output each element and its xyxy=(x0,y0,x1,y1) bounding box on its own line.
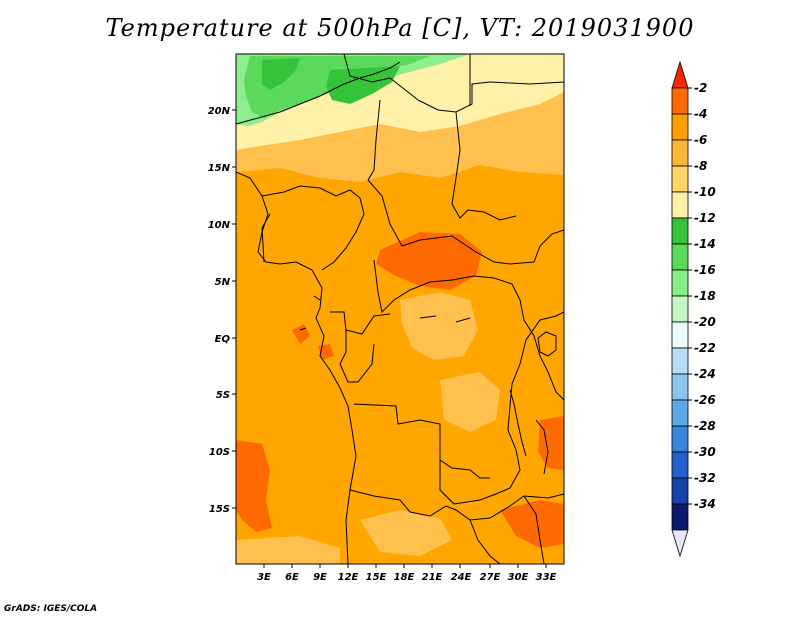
lon-label: 9E xyxy=(313,572,327,583)
lat-label: 5S xyxy=(216,390,230,401)
field-cool-patch-2 xyxy=(440,372,500,432)
lon-label: 21E xyxy=(422,572,443,583)
colorbar-segment xyxy=(671,399,689,427)
lat-label: EQ xyxy=(215,334,231,345)
lon-labels: 3E 6E 9E 12E 15E 18E 21E 24E 27E 30E 33E xyxy=(257,572,556,583)
lon-label: 18E xyxy=(394,572,415,583)
field-warm-patch-4 xyxy=(500,500,564,548)
colorbar-segment xyxy=(671,347,689,375)
field-cool-patch-3 xyxy=(360,510,452,556)
colorbar-label: -10 xyxy=(694,185,716,199)
lon-label: 27E xyxy=(480,572,501,583)
lat-axis xyxy=(232,109,236,509)
colorbar-label: -22 xyxy=(694,341,716,355)
field-cool-patch-1 xyxy=(400,292,478,360)
colorbar-label: -4 xyxy=(694,107,707,121)
colorbar-segment xyxy=(671,87,689,115)
field-band-minus16 xyxy=(262,58,400,104)
colorbar-label: -6 xyxy=(694,133,707,147)
field-cool-patch-4 xyxy=(236,536,340,564)
colorbar-label: -30 xyxy=(694,445,716,459)
lon-label: 24E xyxy=(451,572,472,583)
colorbar-label: -24 xyxy=(694,367,716,381)
colorbar-segment xyxy=(671,503,689,531)
colorbar-label: -14 xyxy=(694,237,716,251)
map-title: Temperature at 500hPa [C], VT: 201903190… xyxy=(105,14,695,42)
lat-label: 20N xyxy=(208,106,231,117)
lat-labels: 20N 15N 10N 5N EQ 5S 10S 15S xyxy=(208,106,231,515)
colorbar-segment xyxy=(671,165,689,193)
colorbar-segment xyxy=(671,425,689,453)
field-warm-patch-2 xyxy=(236,440,272,532)
colorbar-segment xyxy=(671,321,689,349)
colorbar-label: -26 xyxy=(694,393,716,407)
colorbar-label: -32 xyxy=(694,471,716,485)
lon-label: 3E xyxy=(257,572,271,583)
colorbar-label: -28 xyxy=(694,419,716,433)
field-warm-patch-3 xyxy=(538,416,564,470)
colorbar-segment xyxy=(671,373,689,401)
lon-label: 12E xyxy=(338,572,359,583)
colorbar-arrow-bottom xyxy=(671,529,689,558)
grads-credit: GrADS: IGES/COLA xyxy=(4,604,98,614)
lon-label: 30E xyxy=(508,572,529,583)
lon-label: 6E xyxy=(285,572,299,583)
colorbar-label: -2 xyxy=(694,81,707,95)
lon-label: 15E xyxy=(366,572,387,583)
colorbar-label: -20 xyxy=(694,315,716,329)
colorbar-label: -18 xyxy=(694,289,716,303)
colorbar-label: -34 xyxy=(694,497,716,511)
colorbar-segment xyxy=(671,191,689,219)
colorbar-arrow-top xyxy=(671,60,689,89)
lat-label: 10N xyxy=(208,220,231,231)
colorbar-segment xyxy=(671,243,689,271)
colorbar-label: -8 xyxy=(694,159,707,173)
lat-label: 15N xyxy=(208,163,231,174)
colorbar-segment xyxy=(671,217,689,245)
field-warm-patch-5 xyxy=(292,324,334,360)
colorbar-segment xyxy=(671,477,689,505)
colorbar-label: -16 xyxy=(694,263,716,277)
map-plot-area xyxy=(236,54,564,564)
lon-axis xyxy=(263,564,547,568)
plot-frame xyxy=(235,53,565,565)
colorbar-segment xyxy=(671,451,689,479)
colorbar-segment xyxy=(671,295,689,323)
map-borders xyxy=(236,54,564,564)
colorbar-segment xyxy=(671,113,689,141)
colorbar-segment xyxy=(671,269,689,297)
colorbar: -2 -4 -6 -8 -10 -12 -14 -16 -18 -20 -22 -24 -26 -28 -3… xyxy=(671,60,716,558)
lat-label: 10S xyxy=(209,447,230,458)
colorbar-segment xyxy=(671,139,689,167)
colorbar-label: -12 xyxy=(694,211,716,225)
lat-label: 5N xyxy=(215,277,231,288)
lat-label: 15S xyxy=(209,504,230,515)
lon-label: 33E xyxy=(536,572,557,583)
map-lakes xyxy=(299,295,557,475)
field-warm-patch-1 xyxy=(376,232,482,290)
